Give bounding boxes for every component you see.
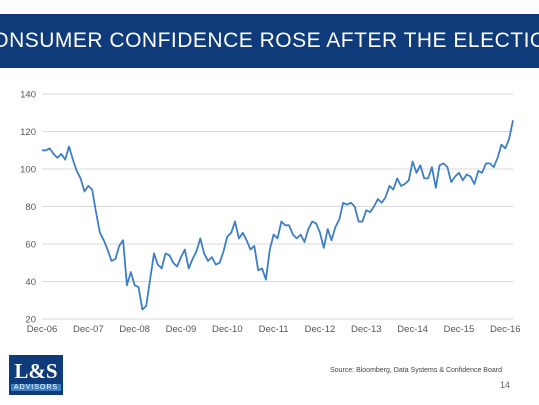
y-tick-label: 40 [25, 277, 36, 288]
x-tick-label: Dec-10 [212, 324, 243, 335]
page-number: 14 [500, 380, 511, 390]
x-tick-label: Dec-16 [490, 324, 521, 335]
x-tick-label: Dec-06 [27, 324, 58, 335]
logo-sub-text: ADVISORS [10, 383, 62, 391]
x-tick-label: Dec-11 [259, 324, 289, 335]
y-tick-label: 140 [20, 90, 36, 101]
series-line [42, 120, 514, 311]
x-tick-label: Dec-14 [397, 324, 428, 335]
y-tick-label: 60 [25, 240, 36, 251]
y-tick-label: 120 [20, 127, 36, 138]
x-tick-label: Dec-07 [73, 324, 104, 335]
x-tick-label: Dec-09 [166, 324, 197, 335]
y-tick-label: 20 [25, 315, 36, 326]
x-tick-label: Dec-13 [351, 324, 382, 335]
page-title: CONSUMER CONFIDENCE ROSE AFTER THE ELECT… [0, 29, 539, 52]
company-logo: L&S ADVISORS [9, 355, 63, 395]
y-tick-label: 100 [20, 165, 36, 176]
title-banner: CONSUMER CONFIDENCE ROSE AFTER THE ELECT… [0, 14, 539, 68]
logo-main-text: L&S [14, 358, 58, 383]
source-note: Source: Bloomberg, Data Systems & Confid… [330, 367, 502, 374]
x-tick-label: Dec-12 [305, 324, 336, 335]
y-tick-label: 80 [25, 202, 36, 213]
x-tick-label: Dec-15 [444, 324, 475, 335]
x-tick-label: Dec-08 [119, 324, 150, 335]
